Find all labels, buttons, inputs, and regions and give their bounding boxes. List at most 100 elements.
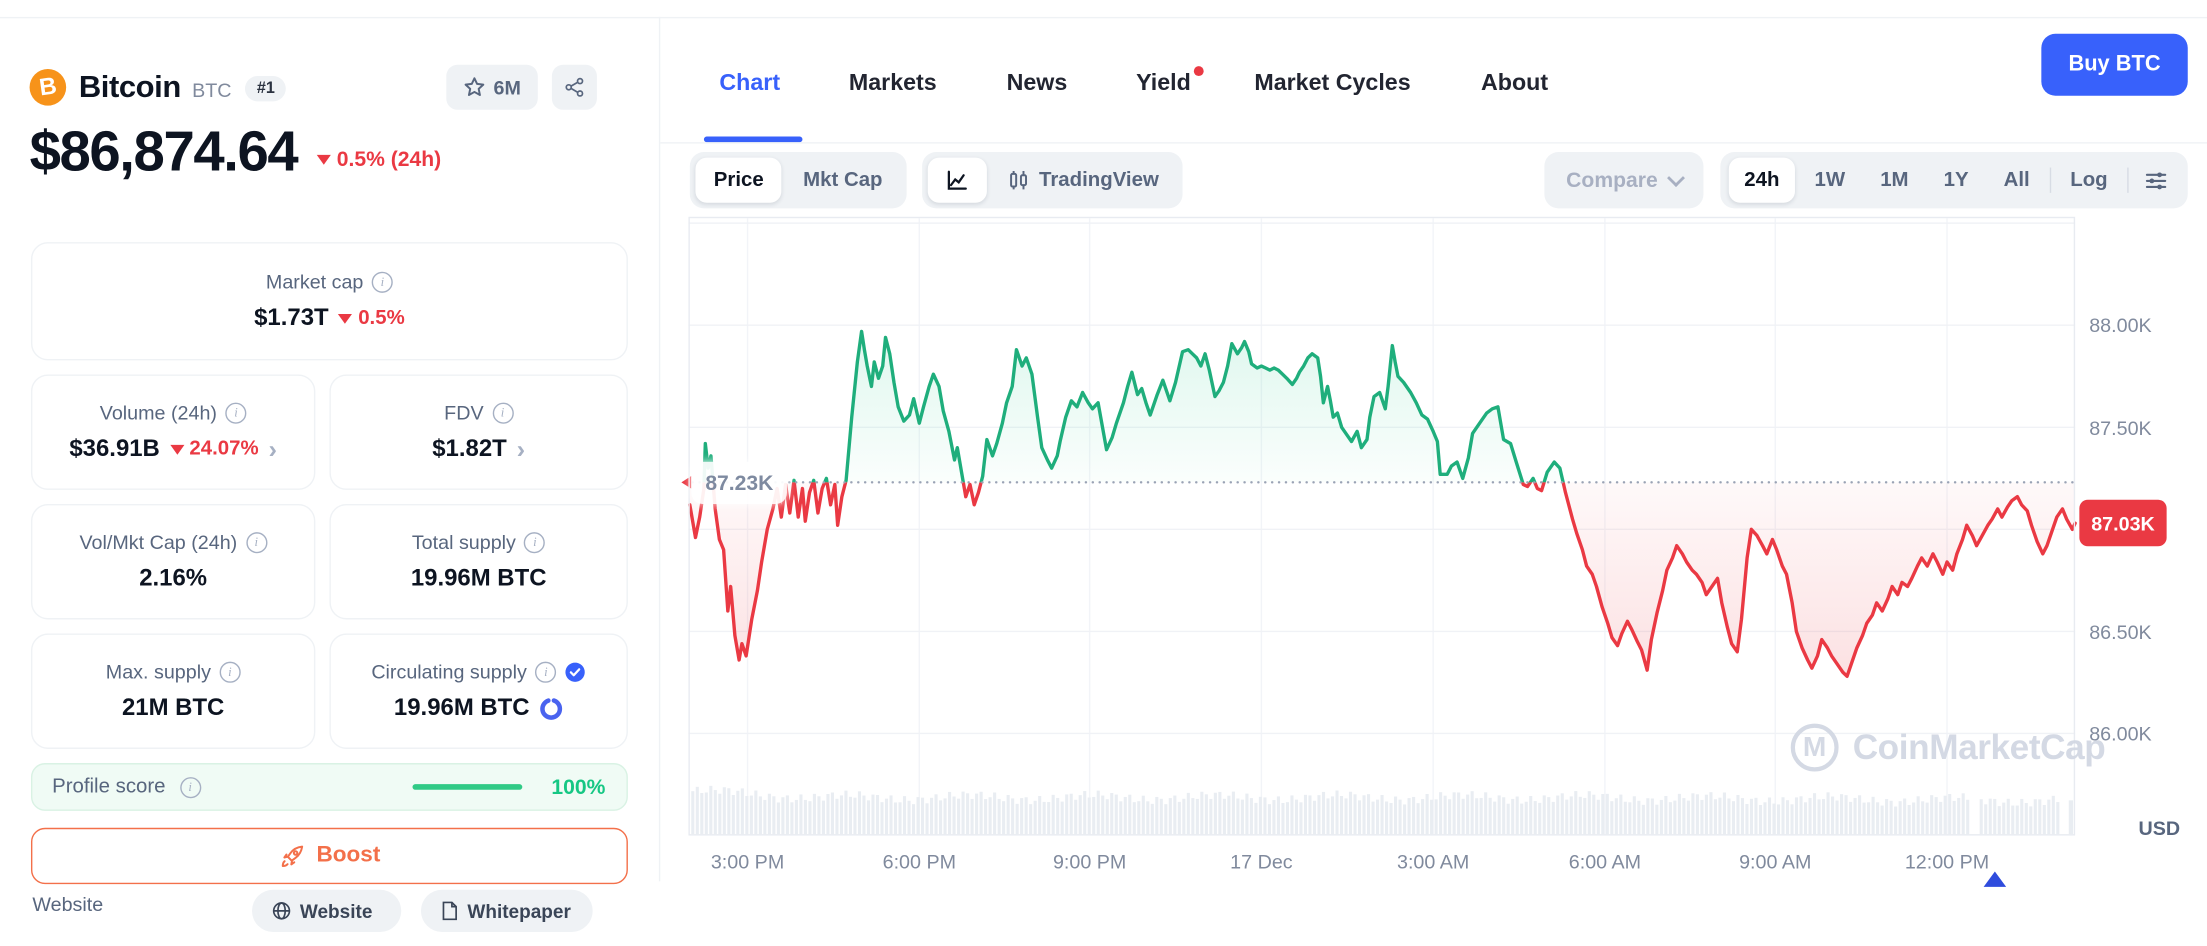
- log-scale-toggle[interactable]: Log: [2070, 168, 2108, 192]
- price-toggle-option[interactable]: Price: [695, 157, 783, 203]
- star-icon: [463, 77, 484, 97]
- buy-btc-button[interactable]: Buy BTC: [2041, 33, 2188, 96]
- y-axis-label: 86.50K: [2089, 620, 2152, 643]
- info-icon[interactable]: [245, 531, 267, 553]
- info-icon[interactable]: [179, 776, 201, 798]
- fdv-card[interactable]: FDV $1.82T: [329, 374, 628, 490]
- mktcap-toggle-option[interactable]: Mkt Cap: [803, 168, 883, 192]
- price-row: $86,874.64 0.5% (24h): [30, 121, 442, 184]
- range-24h[interactable]: 24h: [1728, 157, 1795, 203]
- baseline-price-label: 87.23K: [691, 461, 788, 504]
- notification-dot: [1193, 66, 1204, 77]
- total-supply-card: Total supply 19.96M BTC: [329, 503, 628, 620]
- links-row: Website Website Whitepaper: [0, 889, 659, 946]
- info-icon[interactable]: [219, 660, 241, 683]
- info-icon[interactable]: [524, 531, 546, 553]
- chevron-right-icon: [517, 442, 525, 456]
- x-axis-label: 3:00 AM: [1396, 850, 1470, 873]
- y-axis-label: 88.00K: [2089, 313, 2152, 337]
- max-supply-label: Max. supply: [105, 660, 211, 683]
- x-axis-label: 9:00 PM: [1052, 850, 1127, 873]
- sliders-icon: [2145, 171, 2167, 189]
- vol-mktcap-label: Vol/Mkt Cap (24h): [79, 530, 238, 554]
- share-button[interactable]: [551, 64, 597, 110]
- links-label: Website: [32, 892, 104, 916]
- line-chart-option[interactable]: [927, 157, 987, 203]
- price-mktcap-toggle: Price Mkt Cap: [689, 152, 907, 209]
- x-axis-label: 12:00 PM: [1904, 850, 1990, 873]
- coin-symbol: BTC: [192, 78, 232, 102]
- tab-news[interactable]: News: [1006, 70, 1068, 96]
- price-change: 0.5% (24h): [317, 148, 441, 172]
- active-tab-underline: [703, 136, 803, 143]
- total-supply-label: Total supply: [411, 530, 516, 554]
- info-icon[interactable]: [492, 401, 514, 424]
- supply-progress-ring-icon: [540, 697, 563, 720]
- tab-about[interactable]: About: [1481, 70, 1549, 96]
- range-1m[interactable]: 1M: [1880, 168, 1909, 192]
- volume-card[interactable]: Volume (24h) $36.91B 24.07%: [30, 374, 316, 490]
- market-cap-label: Market cap: [265, 270, 364, 293]
- down-arrow-icon: [317, 154, 332, 165]
- info-icon[interactable]: [225, 401, 247, 424]
- market-cap-card: Market cap $1.73T 0.5%: [30, 242, 628, 361]
- coin-price: $86,874.64: [29, 121, 299, 184]
- x-axis-label: 3:00 PM: [710, 850, 785, 873]
- vol-mktcap-card: Vol/Mkt Cap (24h) 2.16%: [30, 503, 316, 620]
- y-axis-unit: USD: [2138, 816, 2181, 840]
- coin-header-row: B Bitcoin BTC #1 6M: [29, 64, 628, 110]
- website-link-button[interactable]: Website: [251, 889, 402, 932]
- down-arrow-icon: [169, 444, 184, 455]
- info-icon[interactable]: [535, 660, 557, 683]
- current-price-badge: 87.03K: [2079, 499, 2167, 547]
- y-axis-label: 86.00K: [2089, 722, 2152, 745]
- tab-market-cycles[interactable]: Market Cycles: [1254, 70, 1411, 96]
- top-divider: [0, 16, 2207, 19]
- coin-name: Bitcoin: [78, 68, 181, 105]
- down-arrow-icon: [338, 313, 353, 324]
- x-axis-label: 17 Dec: [1230, 850, 1293, 873]
- tab-markets[interactable]: Markets: [848, 70, 937, 96]
- bitcoin-coin-page: B Bitcoin BTC #1 6M $86,874.64 0.5% (24h…: [0, 0, 2207, 881]
- range-1w[interactable]: 1W: [1814, 168, 1846, 192]
- profile-score-label: Profile score: [52, 775, 166, 799]
- tab-yield[interactable]: Yield: [1136, 66, 1204, 97]
- fdv-label: FDV: [444, 401, 484, 424]
- profile-score-value: 100%: [551, 775, 606, 799]
- coinmarketcap-watermark: M CoinMarketCap: [1790, 723, 2106, 772]
- fdv-value: $1.82T: [432, 435, 507, 462]
- volume-value: $36.91B: [69, 435, 160, 462]
- range-1y[interactable]: 1Y: [1943, 168, 1969, 192]
- info-icon[interactable]: [371, 271, 393, 293]
- chart-settings-button[interactable]: [2133, 158, 2179, 203]
- watchlist-count: 6M: [493, 76, 521, 99]
- rocket-icon: [281, 844, 303, 867]
- coin-sidebar: B Bitcoin BTC #1 6M $86,874.64 0.5% (24h…: [0, 17, 659, 932]
- total-supply-value: 19.96M BTC: [410, 564, 547, 592]
- bitcoin-logo-icon: B: [29, 68, 67, 106]
- verified-badge-icon[interactable]: [565, 661, 586, 682]
- max-supply-value: 21M BTC: [121, 694, 225, 721]
- share-icon: [565, 77, 584, 97]
- tradingview-option[interactable]: TradingView: [990, 158, 1177, 203]
- range-all[interactable]: All: [2003, 168, 2030, 192]
- circulating-supply-value: 19.96M BTC: [393, 694, 530, 721]
- watchlist-button[interactable]: 6M: [445, 64, 538, 110]
- candlestick-icon: [1010, 171, 1028, 190]
- whitepaper-link-button[interactable]: Whitepaper: [420, 889, 593, 932]
- profile-score-bar: [412, 784, 523, 790]
- chevron-down-icon: [1666, 168, 1685, 187]
- y-axis-label: 87.50K: [2089, 416, 2152, 439]
- x-axis-label: 6:00 PM: [882, 850, 957, 873]
- market-cap-value: $1.73T: [254, 304, 329, 331]
- boost-button[interactable]: Boost: [30, 827, 628, 885]
- compare-button[interactable]: Compare: [1544, 152, 1704, 209]
- max-supply-card: Max. supply 21M BTC: [30, 633, 316, 749]
- coinmarketcap-logo-icon: M: [1790, 723, 1839, 772]
- line-chart-icon: [947, 170, 967, 190]
- chart-type-toggle: TradingView: [922, 152, 1183, 209]
- tab-chart[interactable]: Chart: [719, 70, 781, 96]
- separator: [2049, 167, 2051, 193]
- tabs-bottom-border: [660, 142, 2207, 144]
- circulating-supply-card: Circulating supply 19.96M BTC: [329, 633, 628, 749]
